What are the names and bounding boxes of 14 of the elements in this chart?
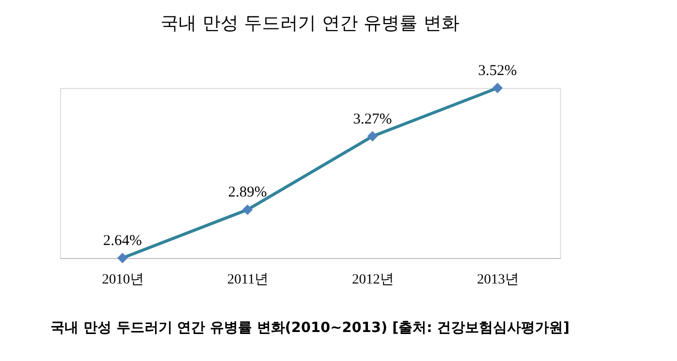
chart-title: 국내 만성 두드러기 연간 유병률 변화 [160,13,460,34]
point [492,82,503,94]
point [117,252,128,264]
x-tick-label: 2013년 [477,272,519,288]
data-label: 2.64% [103,233,142,249]
x-tick-label: 2010년 [102,272,144,288]
point [242,204,253,215]
text: 국내 만성 두드러기 연간 유병률 변화(2010~2013) [출처: 건강보험심사평가원] [50,320,570,336]
x-tick-label: 2011년 [227,272,269,288]
data-label: 2.89% [228,184,267,201]
x-tick-label: 2012년 [352,272,394,288]
data-label: 3.27% [353,111,392,128]
point [367,131,378,142]
data-label: 3.52% [478,63,517,79]
